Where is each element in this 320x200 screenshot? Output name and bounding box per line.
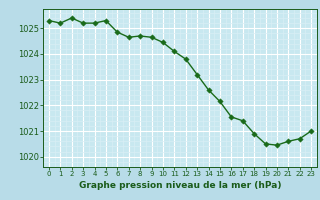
X-axis label: Graphe pression niveau de la mer (hPa): Graphe pression niveau de la mer (hPa) <box>79 181 281 190</box>
